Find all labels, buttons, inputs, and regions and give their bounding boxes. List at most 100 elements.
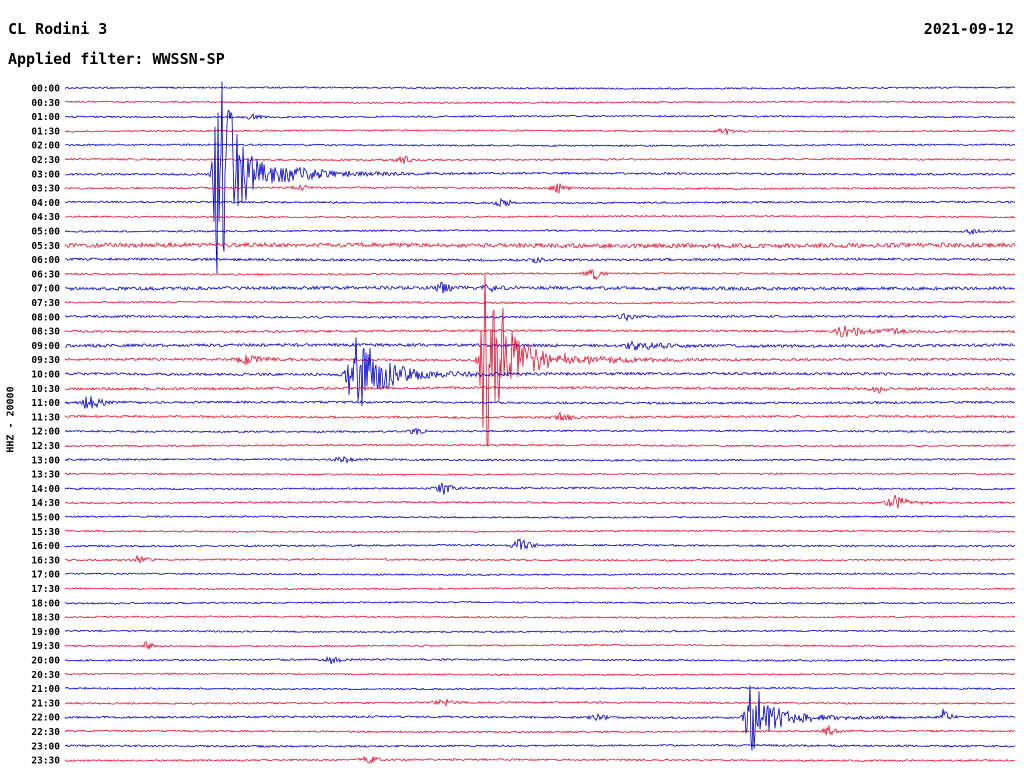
- seismogram-trace: [64, 743, 1016, 748]
- station-title: CL Rodini 3: [8, 20, 108, 38]
- seismogram-trace: [64, 155, 1016, 164]
- seismogram-trace: [64, 340, 1016, 351]
- trace-time-label: 12:00: [31, 427, 60, 438]
- trace-time-label: 07:30: [31, 298, 60, 309]
- seismogram-trace: [64, 641, 1016, 650]
- seismogram-trace: [64, 256, 1016, 264]
- trace-time-label: 22:00: [31, 713, 60, 724]
- seismogram-trace: [64, 228, 1016, 235]
- trace-time-label: 15:30: [31, 527, 60, 538]
- trace-time-label: 08:00: [31, 312, 60, 323]
- trace-time-label: 09:00: [31, 341, 60, 352]
- seismogram-trace: [64, 81, 1016, 274]
- seismogram-trace: [64, 385, 1016, 394]
- trace-time-label: 02:00: [31, 141, 60, 152]
- trace-time-label: 20:30: [31, 670, 60, 681]
- trace-time-label: 05:00: [31, 227, 60, 238]
- trace-time-label: 21:00: [31, 684, 60, 695]
- seismogram-trace: [64, 555, 1016, 564]
- seismogram-trace: [64, 685, 1016, 751]
- seismogram-trace: [64, 572, 1016, 577]
- seismogram-trace: [64, 127, 1016, 135]
- seismogram-trace: [64, 281, 1016, 294]
- trace-time-label: 17:00: [31, 570, 60, 581]
- seismogram-trace: [64, 197, 1016, 208]
- trace-time-label: 02:30: [31, 155, 60, 166]
- trace-time-label: 23:30: [31, 756, 60, 767]
- seismogram-trace: [64, 600, 1016, 605]
- seismogram-trace: [64, 411, 1016, 422]
- trace-time-label: 03:00: [31, 169, 60, 180]
- seismogram-trace: [64, 482, 1016, 495]
- seismogram-trace: [64, 615, 1016, 619]
- trace-time-label: 01:00: [31, 112, 60, 123]
- trace-time-label: 15:00: [31, 513, 60, 524]
- seismogram-trace: [64, 515, 1016, 519]
- trace-time-label: 09:30: [31, 355, 60, 366]
- trace-time-label: 10:00: [31, 370, 60, 381]
- filter-label: Applied filter: WWSSN-SP: [8, 50, 225, 68]
- seismogram-trace: [64, 113, 1016, 120]
- trace-time-label: 14:00: [31, 484, 60, 495]
- trace-time-label: 06:00: [31, 255, 60, 266]
- trace-time-label: 00:30: [31, 98, 60, 109]
- trace-time-label: 04:00: [31, 198, 60, 209]
- trace-time-label: 05:30: [31, 241, 60, 252]
- trace-time-label: 08:30: [31, 327, 60, 338]
- seismogram-trace: [64, 300, 1016, 305]
- seismogram-trace: [64, 100, 1016, 105]
- seismogram-trace: [64, 325, 1016, 338]
- trace-time-label: 19:30: [31, 641, 60, 652]
- trace-time-label: 22:30: [31, 727, 60, 738]
- trace-time-label: 14:30: [31, 498, 60, 509]
- seismogram-trace: [64, 241, 1016, 250]
- seismogram-trace: [64, 529, 1016, 534]
- seismogram-trace: [64, 428, 1016, 435]
- seismogram-trace: [64, 143, 1016, 148]
- seismogram-trace: [64, 214, 1016, 219]
- seismogram-trace: [64, 472, 1016, 476]
- seismogram-trace: [64, 698, 1016, 707]
- trace-time-label: 13:00: [31, 455, 60, 466]
- trace-time-label: 13:30: [31, 470, 60, 481]
- trace-time-label: 18:00: [31, 598, 60, 609]
- trace-time-label: 11:00: [31, 398, 60, 409]
- trace-time-label: 16:00: [31, 541, 60, 552]
- trace-time-label: 21:30: [31, 698, 60, 709]
- seismogram-trace: [64, 672, 1016, 677]
- trace-time-label: 00:00: [31, 84, 60, 95]
- seismogram-trace: [64, 686, 1016, 691]
- seismogram-trace: [64, 629, 1016, 634]
- trace-time-label: 07:00: [31, 284, 60, 295]
- trace-time-label: 01:30: [31, 126, 60, 137]
- trace-time-label: 20:00: [31, 656, 60, 667]
- seismogram-trace: [64, 312, 1016, 322]
- seismogram-trace: [64, 586, 1016, 591]
- seismogram-trace: [64, 274, 1016, 447]
- seismogram-trace: [64, 755, 1016, 764]
- trace-time-label: 12:30: [31, 441, 60, 452]
- seismogram-trace: [64, 655, 1016, 665]
- trace-time-label: 11:30: [31, 412, 60, 423]
- seismogram-trace: [64, 269, 1016, 281]
- trace-time-label: 19:00: [31, 627, 60, 638]
- trace-time-label: 23:00: [31, 741, 60, 752]
- seismogram-trace: [64, 86, 1016, 90]
- seismogram-trace: [64, 337, 1016, 407]
- seismogram-trace: [64, 396, 1016, 409]
- seismogram-trace: [64, 494, 1016, 509]
- seismogram-trace: [64, 537, 1016, 550]
- trace-time-label: 10:30: [31, 384, 60, 395]
- trace-time-label: 18:30: [31, 613, 60, 624]
- trace-time-label: 03:30: [31, 184, 60, 195]
- seismogram-trace: [64, 183, 1016, 194]
- seismogram-trace: [64, 725, 1016, 737]
- trace-time-label: 04:30: [31, 212, 60, 223]
- seismogram-trace: [64, 443, 1016, 448]
- trace-time-label: 16:30: [31, 555, 60, 566]
- trace-time-label: 17:30: [31, 584, 60, 595]
- trace-time-label: 06:30: [31, 269, 60, 280]
- seismogram-trace: [64, 455, 1016, 465]
